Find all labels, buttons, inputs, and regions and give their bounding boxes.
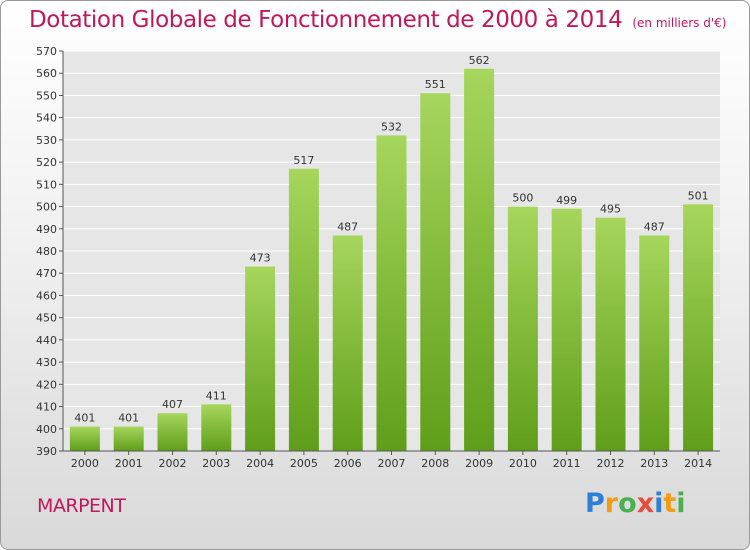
x-tick-label: 2000 <box>71 457 99 470</box>
y-tick-label: 390 <box>36 445 57 458</box>
y-tick-label: 420 <box>36 378 57 391</box>
bar <box>69 426 100 451</box>
y-tick-label: 490 <box>36 223 57 236</box>
bar <box>639 235 670 451</box>
chart-title-text: Dotation Globale de Fonctionnement de 20… <box>29 7 623 33</box>
bar <box>332 235 363 451</box>
y-tick-label: 500 <box>36 201 57 214</box>
x-tick-label: 2003 <box>202 457 230 470</box>
logo-letter: r <box>604 488 619 519</box>
bar <box>113 426 144 451</box>
data-labels: 401 401 407 411 473 517 487 532 551 562 500 499 495 4… <box>74 54 708 425</box>
data-label: 499 <box>556 194 577 207</box>
bar <box>245 266 276 451</box>
x-tick-label: 2013 <box>640 457 668 470</box>
place-name: MARPENT <box>37 495 126 517</box>
axes: 390 400 410 420 430 440 450 460 470 480 490 500 510 5… <box>36 45 720 470</box>
bar <box>288 168 319 451</box>
logo-letter: o <box>618 488 637 519</box>
y-tick-label: 550 <box>36 89 57 102</box>
y-tick-label: 430 <box>36 356 57 369</box>
y-tick-label: 400 <box>36 423 57 436</box>
data-label: 517 <box>293 154 314 167</box>
data-label: 487 <box>337 220 358 233</box>
y-tick-label: 570 <box>36 45 57 58</box>
data-label: 411 <box>206 389 227 402</box>
x-tick-label: 2008 <box>421 457 449 470</box>
data-label: 532 <box>381 120 402 133</box>
y-tick-label: 410 <box>36 401 57 414</box>
x-tick-label: 2001 <box>115 457 143 470</box>
proxiti-logo: Proxiti <box>585 488 686 519</box>
bar <box>376 135 407 451</box>
bar <box>683 204 714 451</box>
bar <box>595 217 626 451</box>
chart-title: Dotation Globale de Fonctionnement de 20… <box>29 7 726 33</box>
x-tick-label: 2011 <box>553 457 581 470</box>
bar <box>201 404 232 451</box>
x-tick-label: 2007 <box>378 457 406 470</box>
data-label: 562 <box>469 54 490 67</box>
data-label: 551 <box>425 78 446 91</box>
x-tick-label: 2002 <box>159 457 187 470</box>
y-tick-label: 510 <box>36 178 57 191</box>
x-tick-label: 2009 <box>465 457 493 470</box>
y-tick-label: 480 <box>36 245 57 258</box>
bars <box>69 68 714 452</box>
data-label: 501 <box>688 189 709 202</box>
data-label: 401 <box>74 412 95 425</box>
bar <box>464 68 495 452</box>
y-tick-label: 460 <box>36 289 57 302</box>
logo-letter: t <box>663 488 677 519</box>
x-tick-label: 2004 <box>246 457 274 470</box>
data-label: 407 <box>162 398 183 411</box>
logo-letter: x <box>636 488 655 519</box>
x-tick-label: 2012 <box>597 457 625 470</box>
y-tick-label: 440 <box>36 334 57 347</box>
y-tick-label: 520 <box>36 156 57 169</box>
bar <box>551 208 582 451</box>
data-label: 473 <box>250 252 271 265</box>
x-tick-label: 2005 <box>290 457 318 470</box>
y-tick-label: 540 <box>36 112 57 125</box>
chart-unit: (en milliers d'€) <box>632 16 727 30</box>
data-label: 401 <box>118 412 139 425</box>
x-tick-label: 2014 <box>684 457 712 470</box>
bar <box>420 93 451 451</box>
y-tick-label: 450 <box>36 312 57 325</box>
data-label: 495 <box>600 203 621 216</box>
y-tick-label: 470 <box>36 267 57 280</box>
x-tick-label: 2010 <box>509 457 537 470</box>
y-tick-label: 530 <box>36 134 57 147</box>
x-tick-label: 2006 <box>334 457 362 470</box>
logo-letter: i <box>676 488 686 519</box>
logo-letter: i <box>654 488 664 519</box>
bar <box>507 206 538 451</box>
data-label: 487 <box>644 220 665 233</box>
bar <box>157 413 188 451</box>
logo-letter: P <box>585 488 605 519</box>
y-tick-label: 560 <box>36 67 57 80</box>
data-label: 500 <box>512 192 533 205</box>
